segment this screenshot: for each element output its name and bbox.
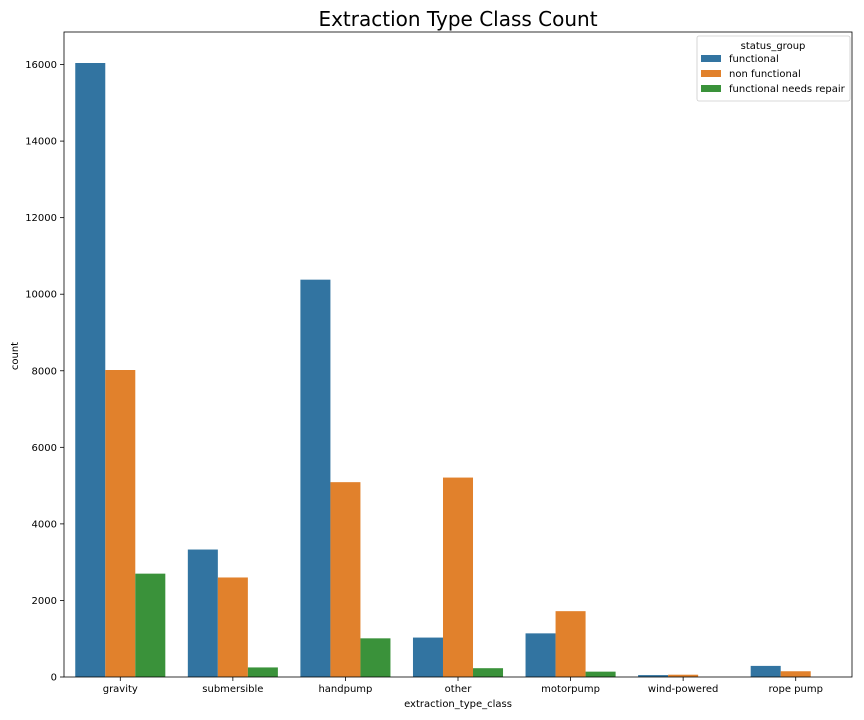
y-tick-label: 14000: [25, 137, 57, 148]
y-axis: 0 2000 4000 6000 8000 10000 12000 14000 16000: [25, 60, 64, 684]
y-tick-label: 12000: [25, 213, 57, 224]
x-axis: gravity submersible handpump other motorpump…: [103, 677, 823, 695]
y-tick-label: 8000: [32, 366, 57, 377]
y-tick-label: 6000: [32, 443, 57, 454]
bar-other-functional: [412, 637, 443, 677]
legend-label: functional needs repair: [729, 84, 846, 95]
y-tick-label: 16000: [25, 60, 57, 71]
x-tick-label: wind-powered: [648, 684, 718, 695]
y-tick-label: 2000: [32, 596, 57, 607]
x-axis-label: extraction_type_class: [404, 699, 512, 710]
bar-other-non-functional: [442, 477, 474, 677]
x-tick-label: handpump: [318, 684, 372, 695]
bar-submersible-functional: [187, 549, 218, 677]
y-axis-label: count: [10, 342, 21, 370]
bar-handpump-non-functional: [330, 482, 361, 677]
legend-label: functional: [729, 54, 779, 65]
x-tick-label: gravity: [103, 684, 138, 695]
bar-other-functional-needs-repair: [473, 668, 504, 677]
y-tick-label: 0: [51, 673, 57, 684]
legend-swatch: [701, 85, 721, 92]
bar-handpump-functional: [300, 279, 331, 677]
x-tick-label: rope pump: [768, 684, 822, 695]
x-tick-label: other: [445, 684, 473, 695]
bar-rope-pump-non-functional: [780, 671, 811, 677]
bar-wind-powered-functional: [638, 675, 669, 677]
bar-rope-pump-functional: [750, 665, 781, 677]
legend-swatch: [701, 70, 721, 77]
chart-title: Extraction Type Class Count: [318, 7, 597, 31]
y-tick-label: 4000: [32, 519, 57, 530]
bar-gravity-functional: [75, 63, 106, 678]
legend-entries: functional non functional functional needs…: [701, 54, 846, 95]
bar-submersible-functional-needs-repair: [247, 667, 278, 677]
legend-box: [696, 35, 851, 102]
bar-gravity-functional-needs-repair: [135, 573, 166, 677]
bar-gravity-non-functional: [105, 370, 136, 677]
bar-motorpump-functional-needs-repair: [585, 671, 616, 677]
bar-motorpump-non-functional: [555, 611, 586, 677]
legend-label: non functional: [729, 69, 801, 80]
legend-swatch: [701, 55, 721, 62]
bars-group: [75, 63, 811, 678]
x-tick-label: submersible: [202, 684, 263, 695]
bar-wind-powered-non-functional: [668, 674, 699, 677]
bar-submersible-non-functional: [217, 577, 248, 677]
bar-motorpump-functional: [525, 633, 556, 677]
x-tick-label: motorpump: [541, 684, 600, 695]
bar-handpump-functional-needs-repair: [360, 638, 391, 677]
y-tick-label: 10000: [25, 290, 57, 301]
legend-title: status_group: [741, 41, 806, 52]
